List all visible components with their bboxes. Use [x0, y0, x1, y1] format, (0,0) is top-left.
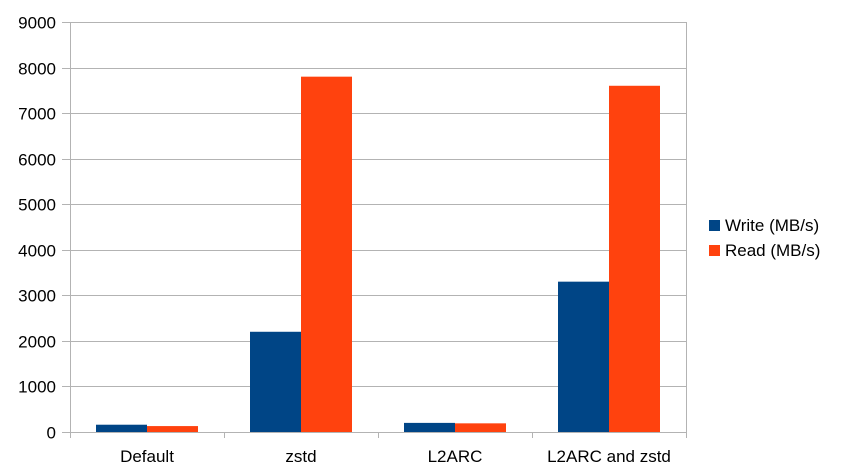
axes: [62, 22, 687, 438]
bar-write: [96, 424, 147, 432]
x-tick-labels: Default zstd L2ARC L2ARC and zstd: [120, 447, 671, 466]
y-tick-label: 7000: [18, 105, 56, 124]
y-tick-label: 3000: [18, 287, 56, 306]
y-tick-label: 8000: [18, 60, 56, 79]
bar-write: [558, 281, 609, 432]
x-tick-label: L2ARC: [428, 447, 483, 466]
legend: Write (MB/s) Read (MB/s): [709, 216, 820, 260]
y-tick-label: 9000: [18, 14, 56, 33]
bar-read: [455, 423, 506, 432]
y-tick-label: 5000: [18, 196, 56, 215]
y-tick-label: 0: [47, 424, 56, 443]
legend-label: Write (MB/s): [725, 216, 819, 235]
gridlines: [70, 22, 686, 387]
bar-read: [301, 76, 352, 433]
x-tick-label: L2ARC and zstd: [547, 447, 671, 466]
y-tick-label: 1000: [18, 378, 56, 397]
bar-read: [147, 426, 198, 432]
y-tick-label: 6000: [18, 151, 56, 170]
y-tick-labels: 0 1000 2000 3000 4000 5000 6000 7000 8000 9000: [18, 14, 56, 443]
y-tick-label: 2000: [18, 333, 56, 352]
legend-swatch: [709, 245, 720, 256]
legend-label: Read (MB/s): [725, 241, 820, 260]
bars: [96, 76, 660, 433]
x-tick-label: zstd: [285, 447, 316, 466]
bar-write: [250, 331, 301, 432]
bar-read: [609, 85, 660, 433]
y-tick-label: 4000: [18, 242, 56, 261]
legend-swatch: [709, 220, 720, 231]
x-tick-label: Default: [120, 447, 174, 466]
bar-write: [404, 422, 455, 432]
